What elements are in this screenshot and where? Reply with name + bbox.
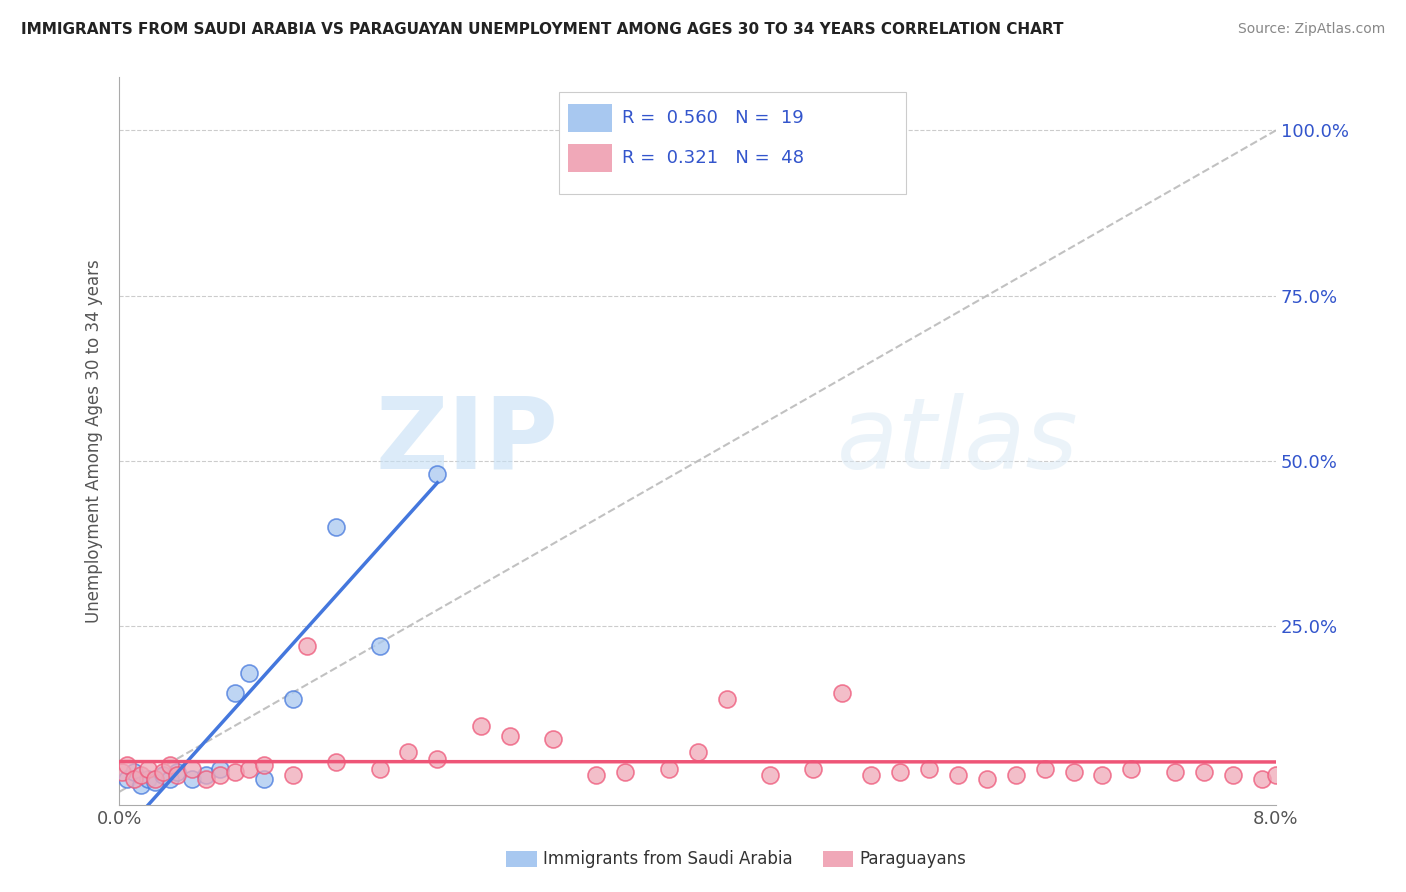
Point	[253, 772, 276, 786]
Point	[129, 778, 152, 792]
Point	[129, 768, 152, 782]
Point	[759, 768, 782, 782]
Point	[166, 764, 188, 779]
Point	[281, 768, 304, 782]
Point	[1091, 768, 1114, 782]
Point	[325, 755, 347, 769]
Point	[716, 692, 738, 706]
Point	[145, 775, 167, 789]
Text: R =  0.321   N =  48: R = 0.321 N = 48	[623, 149, 804, 167]
Point	[195, 772, 218, 786]
Text: IMMIGRANTS FROM SAUDI ARABIA VS PARAGUAYAN UNEMPLOYMENT AMONG AGES 30 TO 34 YEAR: IMMIGRANTS FROM SAUDI ARABIA VS PARAGUAY…	[21, 22, 1063, 37]
Point	[1222, 768, 1244, 782]
Point	[860, 768, 883, 782]
Point	[115, 772, 138, 786]
Point	[398, 745, 420, 759]
Bar	[558, 92, 905, 194]
Point	[152, 768, 174, 782]
Point	[180, 772, 202, 786]
Point	[136, 762, 159, 776]
Point	[470, 719, 492, 733]
Point	[1265, 768, 1288, 782]
Point	[541, 731, 564, 746]
Point	[889, 764, 911, 779]
Point	[238, 762, 260, 776]
Point	[918, 762, 941, 776]
Point	[1033, 762, 1056, 776]
Bar	[568, 145, 612, 172]
Point	[145, 772, 167, 786]
Bar	[568, 104, 612, 132]
Point	[946, 768, 969, 782]
Point	[426, 467, 449, 482]
Text: ZIP: ZIP	[375, 392, 558, 490]
Text: Immigrants from Saudi Arabia: Immigrants from Saudi Arabia	[543, 850, 793, 868]
Point	[1250, 772, 1272, 786]
Point	[195, 768, 218, 782]
Y-axis label: Unemployment Among Ages 30 to 34 years: Unemployment Among Ages 30 to 34 years	[86, 260, 103, 624]
Text: Source: ZipAtlas.com: Source: ZipAtlas.com	[1237, 22, 1385, 37]
Point	[111, 764, 134, 779]
Point	[1121, 762, 1143, 776]
Point	[368, 762, 391, 776]
Point	[1063, 764, 1085, 779]
Point	[831, 685, 853, 699]
Text: R =  0.560   N =  19: R = 0.560 N = 19	[623, 109, 804, 128]
Point	[1004, 768, 1026, 782]
Point	[686, 745, 709, 759]
Point	[159, 758, 181, 772]
Point	[325, 520, 347, 534]
Point	[1164, 764, 1187, 779]
Text: Paraguayans: Paraguayans	[859, 850, 966, 868]
Point	[585, 768, 607, 782]
Point	[209, 768, 232, 782]
Point	[658, 762, 681, 776]
Text: atlas: atlas	[837, 392, 1078, 490]
Point	[152, 764, 174, 779]
Point	[658, 156, 681, 170]
Point	[209, 762, 232, 776]
Point	[614, 764, 637, 779]
Point	[368, 640, 391, 654]
Point	[159, 772, 181, 786]
Point	[166, 768, 188, 782]
Point	[281, 692, 304, 706]
Point	[238, 665, 260, 680]
Point	[136, 772, 159, 786]
Point	[1294, 706, 1316, 720]
Point	[498, 729, 520, 743]
Point	[976, 772, 998, 786]
Point	[253, 758, 276, 772]
Point	[426, 752, 449, 766]
Point	[115, 758, 138, 772]
Point	[1192, 764, 1215, 779]
Point	[122, 772, 145, 786]
Point	[224, 685, 246, 699]
Point	[180, 762, 202, 776]
Point	[122, 764, 145, 779]
Point	[224, 764, 246, 779]
Point	[297, 640, 319, 654]
Point	[801, 762, 824, 776]
